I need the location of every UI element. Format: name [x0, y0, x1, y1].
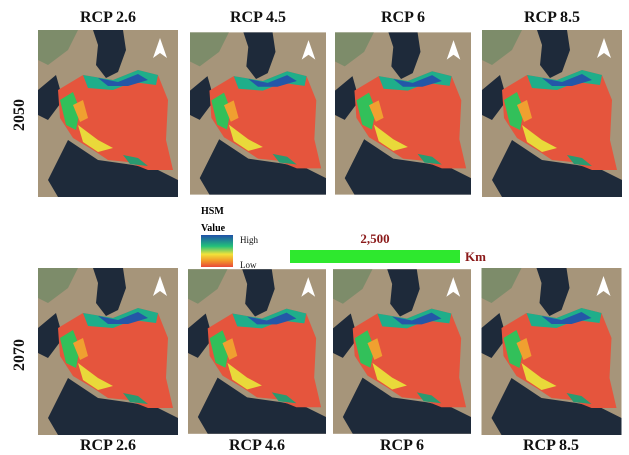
column-label: RCP 2.6: [80, 437, 136, 454]
map-panel: [38, 268, 178, 435]
column-label: RCP 6: [381, 9, 425, 26]
column-label: RCP 2.6: [80, 9, 136, 26]
map-panel: [482, 30, 622, 197]
map-panel: [188, 269, 326, 434]
figure: RCP 2.6 RCP 4.5 RCP 6 RCP 8.5 RCP 2.6 RC…: [0, 0, 629, 455]
scale-bar: [290, 250, 460, 263]
column-label: RCP 4.5: [230, 9, 286, 26]
map-panel: [190, 32, 326, 194]
map-panel: [482, 268, 622, 435]
map-panel: [335, 32, 471, 194]
column-label: RCP 4.6: [229, 437, 285, 454]
scale-label: 2,500: [360, 231, 389, 246]
column-label: RCP 8.5: [523, 437, 579, 454]
legend-gradient: [201, 235, 233, 267]
scale-unit: Km: [465, 249, 486, 264]
row-label: 2070: [11, 339, 28, 371]
row-label: 2050: [11, 99, 28, 131]
legend-title: HSM: [201, 206, 224, 217]
legend-subtitle: Value: [201, 223, 226, 234]
legend-low: Low: [240, 260, 257, 270]
column-label: RCP 6: [380, 437, 424, 454]
legend-high: High: [240, 235, 259, 245]
column-label: RCP 8.5: [524, 9, 580, 26]
map-panel: [38, 30, 178, 197]
map-panel: [333, 269, 471, 434]
map-panels: [38, 30, 622, 435]
